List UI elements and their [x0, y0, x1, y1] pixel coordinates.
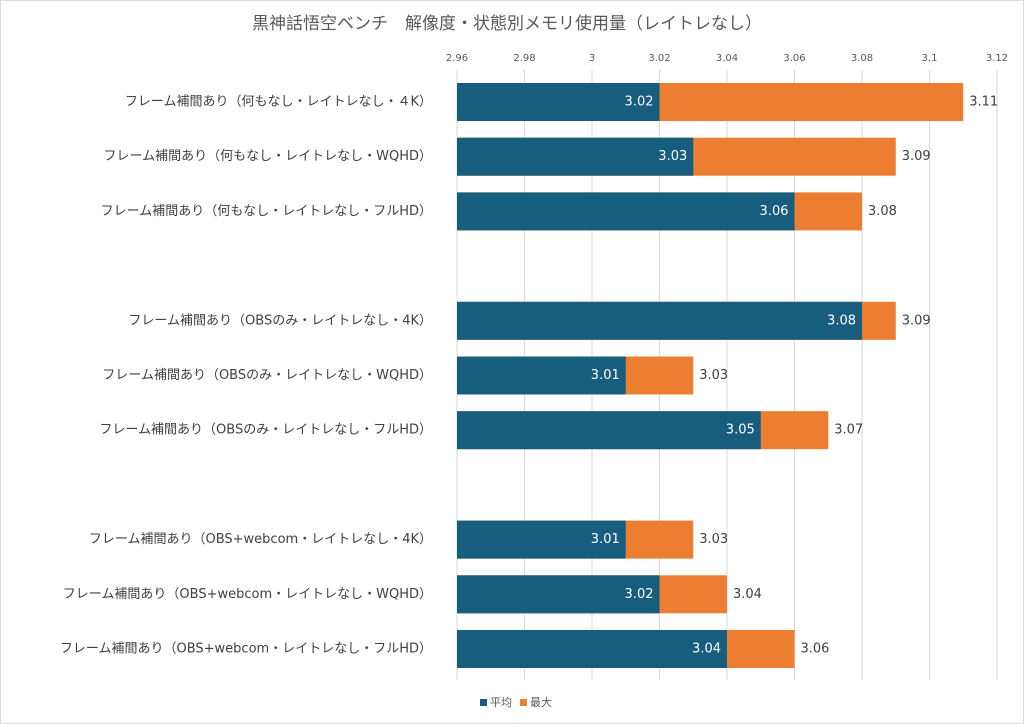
y-tick-label: フレーム補間あり（OBSのみ・レイトレなし・WQHD） [102, 368, 432, 383]
y-tick-label: フレーム補間あり（何もなし・レイトレなし・WQHD） [104, 148, 432, 164]
data-label: 3.02 [625, 95, 654, 110]
y-tick-label: フレーム補間あり（OBSのみ・レイトレなし・4K） [128, 313, 432, 328]
x-tick-label: 2.96 [446, 53, 468, 64]
bar [457, 192, 795, 231]
bar [457, 630, 727, 668]
data-label: 3.04 [733, 587, 762, 602]
chart-title: 黒神話悟空ベンチ 解像度・状態別メモリ使用量（レイトレなし） [252, 13, 762, 34]
data-label: 3.02 [625, 587, 654, 602]
data-label: 3.03 [658, 149, 687, 164]
x-tick-label: 3.08 [851, 53, 873, 64]
y-tick-label: フレーム補間あり（何もなし・レイトレなし・フルHD） [101, 203, 432, 219]
data-label: 3.06 [760, 204, 789, 219]
data-label: 3.08 [868, 204, 897, 219]
bar [457, 356, 626, 395]
y-tick-label: フレーム補間あり（OBS+webcom・レイトレなし・4K） [89, 532, 432, 547]
legend-swatch [520, 699, 527, 706]
bar [457, 520, 626, 559]
data-label: 3.08 [827, 313, 856, 328]
x-tick-label: 2.98 [513, 53, 535, 64]
y-tick-label: フレーム補間あり（OBS+webcom・レイトレなし・フルHD） [60, 642, 432, 657]
data-label: 3.11 [969, 95, 998, 110]
bar [457, 301, 862, 340]
x-tick-label: 3.04 [716, 53, 738, 64]
data-label: 3.05 [726, 423, 755, 438]
legend-label: 最大 [530, 695, 552, 709]
data-label: 3.03 [699, 532, 728, 547]
y-tick-label: フレーム補間あり（OBSのみ・レイトレなし・フルHD） [99, 423, 432, 438]
data-label: 3.09 [902, 149, 931, 164]
data-label: 3.06 [801, 642, 830, 657]
bar [457, 137, 694, 176]
legend-swatch [480, 699, 487, 706]
x-tick-label: 3.02 [648, 53, 670, 64]
data-label: 3.01 [591, 368, 620, 383]
data-label: 3.09 [902, 313, 931, 328]
x-tick-label: 3.06 [783, 53, 805, 64]
data-label: 3.07 [834, 423, 863, 438]
x-tick-label: 3.12 [986, 53, 1008, 64]
y-tick-label: フレーム補間あり（何もなし・レイトレなし・４K） [125, 94, 432, 110]
bar [457, 575, 660, 614]
data-label: 3.01 [591, 532, 620, 547]
data-label: 3.03 [699, 368, 728, 383]
legend-label: 平均 [490, 696, 512, 709]
bar [457, 411, 761, 450]
bar [457, 83, 660, 121]
data-label: 3.04 [692, 642, 721, 657]
y-tick-label: フレーム補間あり（OBS+webcom・レイトレなし・WQHD） [63, 587, 432, 602]
x-tick-label: 3 [589, 53, 595, 64]
x-tick-label: 3.1 [922, 53, 938, 64]
